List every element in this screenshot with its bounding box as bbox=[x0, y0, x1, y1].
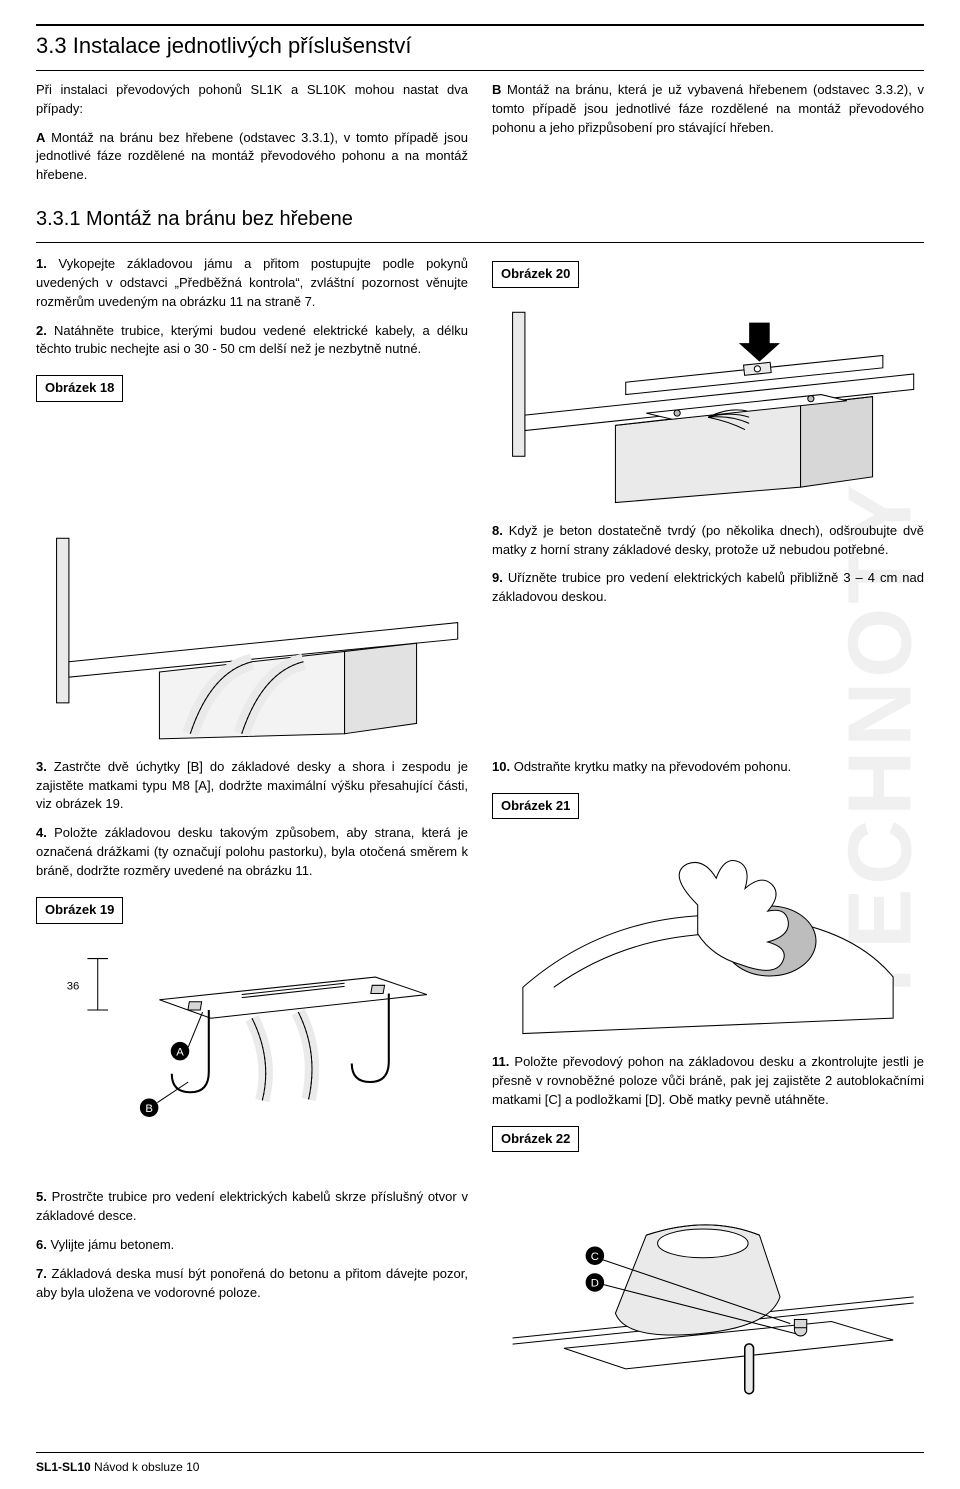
figure-19: 36 bbox=[36, 938, 468, 1175]
intro-b: B Montáž na bránu, která je už vybavená … bbox=[492, 81, 924, 138]
row4-right: C D bbox=[492, 1188, 924, 1434]
footer-product: SL1-SL10 bbox=[36, 1460, 91, 1474]
step-1: 1. Vykopejte základovou jámu a přitom po… bbox=[36, 255, 468, 312]
intro-a-text: Montáž na bránu bez hřebene (odstavec 3.… bbox=[36, 130, 468, 183]
figure-20-label: Obrázek 20 bbox=[492, 261, 579, 288]
label-d: D bbox=[591, 1278, 599, 1290]
step-11: 11. Položte převodový pohon na základovo… bbox=[492, 1053, 924, 1110]
label-c: C bbox=[591, 1251, 599, 1263]
step-7-text: Základová deska musí být ponořená do bet… bbox=[36, 1266, 468, 1300]
step-9: 9. Uřízněte trubice pro vedení elektrick… bbox=[492, 569, 924, 607]
step-10-text: Odstraňte krytku matky na převodovém poh… bbox=[514, 759, 791, 774]
step-4-text: Položte základovou desku takovým způsobe… bbox=[36, 825, 468, 878]
figure-18 bbox=[36, 528, 468, 744]
row1-left: 1. Vykopejte základovou jámu a přitom po… bbox=[36, 255, 468, 522]
row3-left: 3. Zastrčte dvě úchytky [B] do základové… bbox=[36, 758, 468, 1188]
row3-right: 10. Odstraňte krytku matky na převodovém… bbox=[492, 758, 924, 1188]
page: 3.3 Instalace jednotlivých příslušenství… bbox=[0, 0, 960, 1489]
rule-under-sub bbox=[36, 242, 924, 243]
step-3-text: Zastrčte dvě úchytky [B] do základové de… bbox=[36, 759, 468, 812]
step-2-text: Natáhněte trubice, kterými budou vedené … bbox=[36, 323, 468, 357]
step-8: 8. Když je beton dostatečně tvrdý (po ně… bbox=[492, 522, 924, 560]
intro-row: Při instalaci převodových pohonů SL1K a … bbox=[36, 81, 924, 195]
figure-21-label: Obrázek 21 bbox=[492, 793, 579, 820]
step-8-text: Když je beton dostatečně tvrdý (po někol… bbox=[492, 523, 924, 557]
label-a: A bbox=[176, 1046, 184, 1058]
row-4: 5. Prostrčte trubice pro vedení elektric… bbox=[36, 1188, 924, 1434]
step-7: 7. Základová deska musí být ponořená do … bbox=[36, 1265, 468, 1303]
figure-19-label: Obrázek 19 bbox=[36, 897, 123, 924]
svg-text:36: 36 bbox=[67, 980, 80, 992]
figure-22-label: Obrázek 22 bbox=[492, 1126, 579, 1153]
step-2: 2. Natáhněte trubice, kterými budou vede… bbox=[36, 322, 468, 360]
figure-22: C D bbox=[492, 1194, 924, 1420]
row1-right: Obrázek 20 bbox=[492, 255, 924, 522]
rule-under-title bbox=[36, 70, 924, 71]
subsection-number: 3.3.1 bbox=[36, 208, 80, 230]
row-1: 1. Vykopejte základovou jámu a přitom po… bbox=[36, 255, 924, 522]
figure-20 bbox=[492, 302, 924, 508]
section-number: 3.3 bbox=[36, 33, 67, 58]
subsection-title-text: Montáž na bránu bez hřebene bbox=[86, 208, 353, 230]
step-10: 10. Odstraňte krytku matky na převodovém… bbox=[492, 758, 924, 777]
subsection-title: 3.3.1 Montáž na bránu bez hřebene bbox=[36, 205, 924, 234]
figure-21 bbox=[492, 833, 924, 1039]
intro-left-col: Při instalaci převodových pohonů SL1K a … bbox=[36, 81, 468, 195]
label-b: B bbox=[145, 1102, 153, 1114]
step-9-text: Uřízněte trubice pro vedení elektrických… bbox=[492, 570, 924, 604]
row-3: 3. Zastrčte dvě úchytky [B] do základové… bbox=[36, 758, 924, 1188]
intro-right-col: B Montáž na bránu, která je už vybavená … bbox=[492, 81, 924, 195]
intro-left-text: Při instalaci převodových pohonů SL1K a … bbox=[36, 81, 468, 119]
section-title-text: Instalace jednotlivých příslušenství bbox=[73, 33, 412, 58]
rule-top-thick bbox=[36, 24, 924, 26]
step-6: 6. Vylijte jámu betonem. bbox=[36, 1236, 468, 1255]
intro-a: A Montáž na bránu bez hřebene (odstavec … bbox=[36, 129, 468, 186]
step-5-text: Prostrčte trubice pro vedení elektrickýc… bbox=[36, 1189, 468, 1223]
footer-doc: Návod k obsluze 10 bbox=[94, 1460, 199, 1474]
section-title: 3.3 Instalace jednotlivých příslušenství bbox=[36, 30, 924, 62]
step-3: 3. Zastrčte dvě úchytky [B] do základové… bbox=[36, 758, 468, 815]
step-5: 5. Prostrčte trubice pro vedení elektric… bbox=[36, 1188, 468, 1226]
step-11-text: Položte převodový pohon na základovou de… bbox=[492, 1054, 924, 1107]
row-2: 8. Když je beton dostatečně tvrdý (po ně… bbox=[36, 522, 924, 758]
row2-left bbox=[36, 522, 468, 758]
intro-b-text: Montáž na bránu, která je už vybavená hř… bbox=[492, 82, 924, 135]
step-4: 4. Položte základovou desku takovým způs… bbox=[36, 824, 468, 881]
step-6-text: Vylijte jámu betonem. bbox=[50, 1237, 174, 1252]
row4-left: 5. Prostrčte trubice pro vedení elektric… bbox=[36, 1188, 468, 1434]
footer: SL1-SL10 Návod k obsluze 10 bbox=[36, 1452, 924, 1476]
step-1-text: Vykopejte základovou jámu a přitom postu… bbox=[36, 256, 468, 309]
figure-18-label: Obrázek 18 bbox=[36, 375, 123, 402]
row2-right: 8. Když je beton dostatečně tvrdý (po ně… bbox=[492, 522, 924, 758]
